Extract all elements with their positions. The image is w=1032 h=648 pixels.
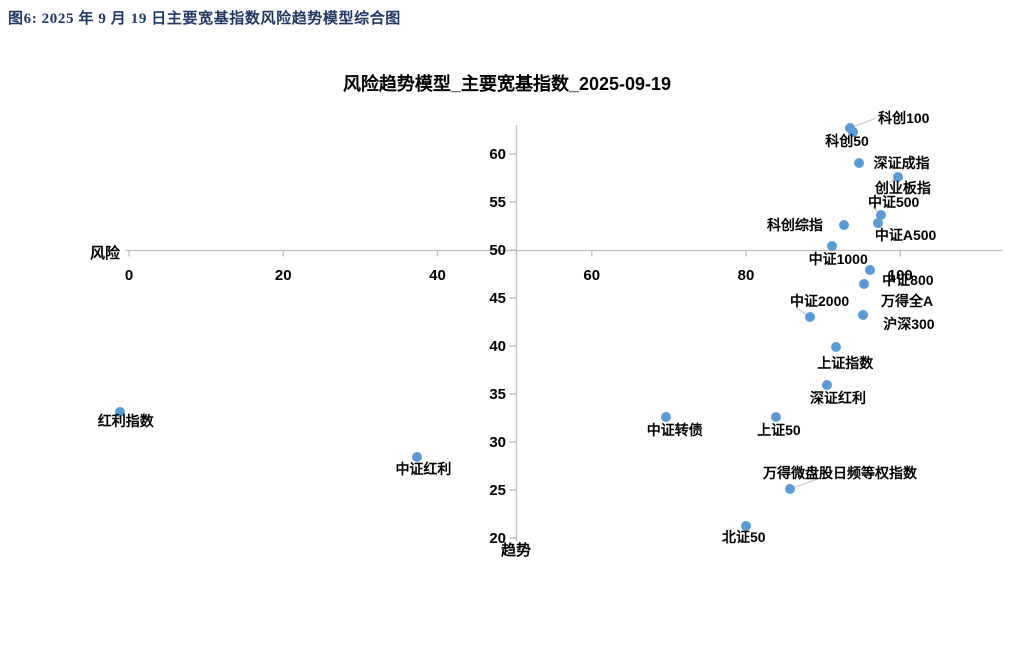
data-point-label: 中证转债: [646, 422, 703, 439]
data-point-label: 中证800: [882, 272, 934, 289]
x-tick-label: 0: [124, 267, 134, 284]
data-point-label: 中证2000: [790, 293, 850, 310]
y-tick-label: 55: [489, 194, 506, 211]
data-point-dot: [805, 312, 815, 323]
data-point-dot: [892, 172, 903, 183]
data-point-dot: [872, 218, 883, 229]
data-point-dot: [875, 210, 886, 221]
x-tick-label: 20: [274, 267, 292, 284]
data-point-label: 创业板指: [874, 180, 931, 197]
data-point-dot: [848, 126, 859, 137]
data-point-label: 科创综指: [766, 217, 823, 234]
y-axis-title: 风险: [90, 245, 121, 262]
data-point-label: 上证指数: [817, 354, 874, 371]
data-point-dot: [826, 241, 837, 252]
y-tick-label: 60: [489, 146, 506, 163]
data-point-label: 中证500: [867, 194, 920, 211]
data-point-label: 上证50: [757, 422, 801, 439]
x-tick-label: 60: [583, 267, 601, 284]
y-tick-label: 30: [489, 434, 506, 451]
data-point-dot: [771, 412, 782, 423]
data-point-label: 深证成指: [873, 154, 930, 171]
data-point-dot: [114, 407, 125, 418]
data-point-label: 北证50: [722, 528, 766, 545]
y-tick-label: 45: [489, 290, 506, 307]
data-point-label: 红利指数: [97, 413, 154, 430]
y-tick-label: 40: [489, 338, 506, 355]
x-axis-title: 趋势: [501, 542, 532, 559]
x-tick-label: 40: [429, 267, 446, 284]
data-point-dot: [859, 278, 869, 289]
data-point-dot: [821, 380, 832, 391]
y-tick-label: 20: [489, 530, 506, 547]
leader-line: [789, 477, 821, 490]
data-point-dot: [831, 341, 842, 352]
data-point-dot: [858, 310, 869, 321]
x-tick-label: 80: [737, 267, 755, 284]
data-point-dot: [412, 452, 423, 463]
data-point-label: 中证红利: [395, 461, 452, 478]
y-tick-label: 25: [489, 482, 506, 499]
data-point-label: 科创100: [878, 110, 930, 127]
data-point-dot: [784, 484, 795, 495]
data-point-dot: [838, 220, 849, 231]
figure-caption: 图6: 2025 年 9 月 19 日主要宽基指数风险趋势模型综合图: [8, 11, 401, 27]
data-point-label: 万得全A: [881, 292, 934, 309]
chart-title: 风险趋势模型_主要宽基指数_2025-09-19: [342, 74, 672, 94]
data-point-label: 深证红利: [809, 390, 866, 407]
y-tick-label: 35: [489, 386, 506, 403]
y-tick-label: 50: [489, 242, 506, 259]
data-point-label: 沪深300: [883, 316, 935, 333]
data-point-dot: [741, 520, 751, 531]
data-point-dot: [853, 157, 864, 168]
data-point-label: 万得微盘股日频等权指数: [762, 465, 917, 482]
data-point-label: 科创50: [825, 132, 869, 149]
data-point-label: 中证1000: [808, 251, 868, 268]
data-point-dot: [865, 265, 876, 276]
x-tick-label: 100: [887, 267, 913, 284]
data-point-dot: [660, 412, 671, 423]
data-point-label: 中证A500: [874, 227, 937, 244]
